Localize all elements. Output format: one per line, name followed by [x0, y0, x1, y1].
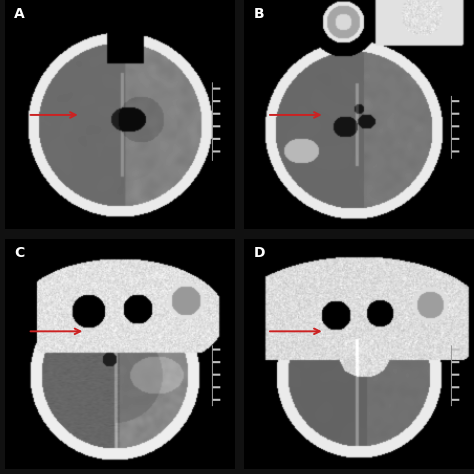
Text: A: A [14, 7, 25, 21]
Text: C: C [14, 246, 24, 260]
Text: B: B [253, 7, 264, 21]
Text: D: D [253, 246, 265, 260]
